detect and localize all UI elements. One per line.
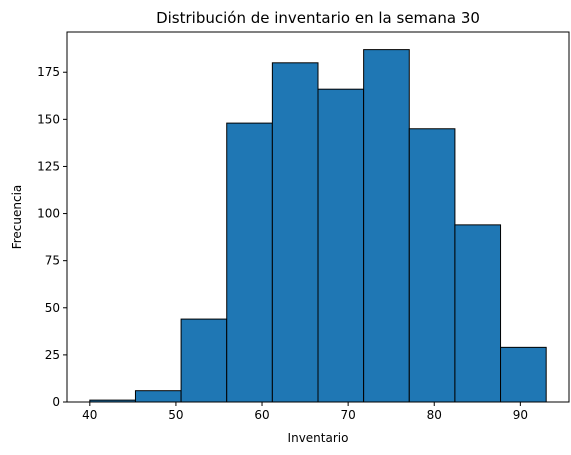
histogram-bar xyxy=(408,128,456,403)
x-tick-label: 50 xyxy=(168,408,183,422)
y-axis-ticks: 0 25 50 75 100 125 150 175 xyxy=(37,65,67,409)
y-tick-label: 0 xyxy=(52,395,60,409)
y-tick-label: 75 xyxy=(45,254,60,268)
x-tick-label: 70 xyxy=(340,408,355,422)
x-tick-label: 60 xyxy=(254,408,269,422)
y-tick-label: 175 xyxy=(37,65,60,79)
histogram-bar xyxy=(271,62,319,403)
y-tick-label: 50 xyxy=(45,301,60,315)
bars-group xyxy=(89,49,547,403)
y-tick-label: 25 xyxy=(45,348,60,362)
plot-area: 40 50 60 70 80 90 0 25 50 75 100 125 150 175 xyxy=(37,31,570,422)
histogram-bar xyxy=(317,88,365,403)
histogram-bar xyxy=(500,346,547,403)
plot-frame xyxy=(66,31,570,403)
x-tick-label: 90 xyxy=(513,408,528,422)
x-axis-label: Inventario xyxy=(288,431,349,445)
y-tick-label: 100 xyxy=(37,207,60,221)
histogram-bar xyxy=(180,318,228,403)
x-axis-ticks: 40 50 60 70 80 90 xyxy=(82,402,528,422)
y-tick-label: 150 xyxy=(37,112,60,126)
histogram-bar xyxy=(134,390,182,403)
y-axis-label: Frecuencia xyxy=(10,185,24,250)
histogram-bar xyxy=(363,49,410,403)
x-tick-label: 80 xyxy=(427,408,442,422)
y-tick-label: 125 xyxy=(37,159,60,173)
chart-title: Distribución de inventario en la semana … xyxy=(156,9,480,27)
x-tick-label: 40 xyxy=(82,408,97,422)
histogram-bar xyxy=(454,224,502,403)
histogram-bar xyxy=(226,122,273,403)
